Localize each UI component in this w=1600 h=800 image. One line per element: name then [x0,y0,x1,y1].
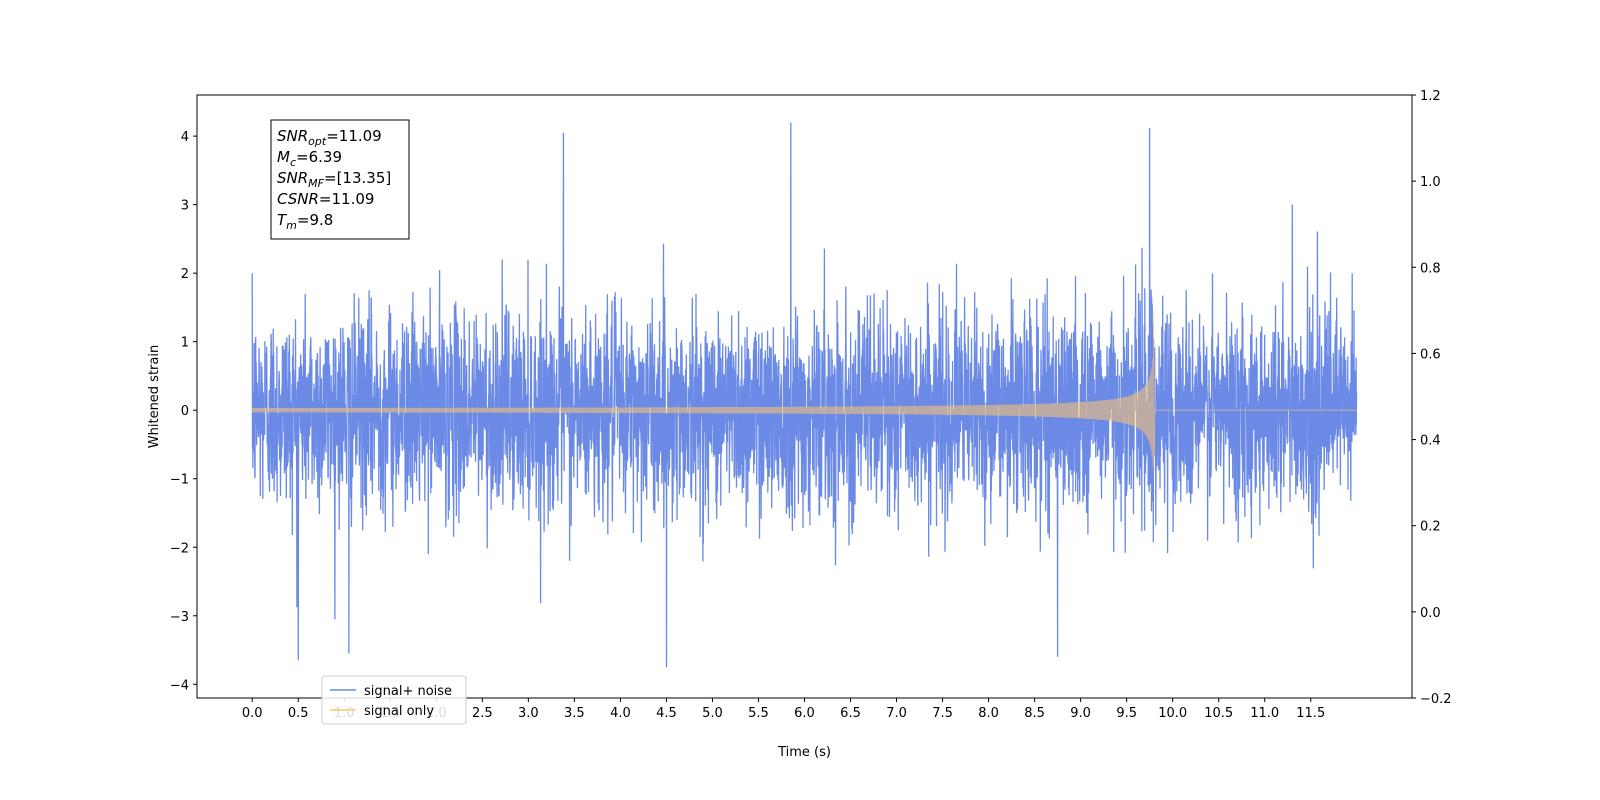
annotation-line: SNRopt=11.09 [277,127,382,148]
y-tick-label: 1 [181,336,189,351]
signal-noise-line [251,122,1358,668]
x-tick-label: 0.5 [288,706,309,721]
x-tick-label: 3.0 [518,706,539,721]
annotation-value: =9.8 [297,211,333,229]
stats-annotation-box: SNRopt=11.09Mc=6.39SNRMF=[13.35]CSNR=11.… [270,119,410,240]
x-tick-label: 8.5 [1024,706,1045,721]
legend-frame [321,675,467,725]
y2-tick-label: 1.2 [1420,89,1441,104]
x-tick-label: 7.5 [932,706,953,721]
y-tick-label: 2 [181,267,189,282]
annotation-subscript: opt [308,135,327,148]
annotation-line: Tm=9.8 [277,211,333,232]
annotation-line: SNRMF=[13.35] [277,169,391,190]
y-tick-label: 0 [181,404,189,419]
annotation-subscript: c [290,156,296,169]
signal-only-series [251,310,1357,474]
x-tick-label: 4.0 [610,706,631,721]
x-tick-label: 11.0 [1250,706,1279,721]
annotation-symbol: SNR [277,169,308,187]
x-tick-label: 10.5 [1204,706,1233,721]
x-tick-label: 0.0 [242,706,263,721]
y2-tick-label: 0.6 [1420,347,1441,362]
y-tick-label: −2 [170,541,189,556]
y-tick-label: −4 [170,678,189,693]
annotation-value: =11.09 [319,190,375,208]
signal-noise-series [251,122,1358,668]
legend-label: signal+ noise [364,684,452,699]
y2-tick-label: −0.2 [1420,692,1452,707]
annotation-subscript: MF [308,177,324,190]
x-tick-label: 4.5 [656,706,677,721]
y-axis-left: −4 −3 −2 −1 0 1 2 3 4 [170,130,197,693]
x-tick-label: 8.0 [978,706,999,721]
x-tick-label: 11.5 [1296,706,1325,721]
y2-tick-label: 0.8 [1420,261,1441,276]
y2-tick-label: 0.0 [1420,606,1441,621]
y2-tick-label: 0.2 [1420,520,1441,535]
x-tick-label: 3.5 [564,706,585,721]
y-tick-label: −1 [170,473,189,488]
x-tick-label: 5.0 [702,706,723,721]
x-tick-label: 9.5 [1116,706,1137,721]
y-tick-label: 3 [181,199,189,214]
annotation-symbol: T [277,211,288,229]
legend-label: signal only [364,704,434,719]
annotation-symbol: M [277,148,290,166]
annotation-line: CSNR=11.09 [277,190,374,208]
annotation-value: =[13.35] [324,169,391,187]
annotation-value: =11.09 [326,127,382,145]
x-axis-label: Time (s) [777,745,831,760]
y2-tick-label: 0.4 [1420,434,1441,449]
annotation-value: =6.39 [296,148,342,166]
x-tick-label: 6.0 [794,706,815,721]
x-tick-label: 9.0 [1070,706,1091,721]
y-axis-right: −0.2 0.0 0.2 0.4 0.6 0.8 1.0 1.2 [1412,89,1452,707]
x-tick-label: 6.5 [840,706,861,721]
annotation-symbol: CSNR [277,190,319,208]
annotation-frame [270,119,410,240]
annotation-line: Mc=6.39 [277,148,342,169]
legend: signal+ noise signal only [321,675,467,725]
y2-tick-label: 1.0 [1420,175,1441,190]
x-tick-label: 5.5 [748,706,769,721]
x-tick-label: 2.5 [472,706,493,721]
signal-only-line [251,310,1357,474]
y-tick-label: 4 [181,130,189,145]
annotation-subscript: m [286,219,297,232]
y-axis-label: Whitened strain [147,345,162,448]
y-tick-label: −3 [170,610,189,625]
annotation-symbol: SNR [277,127,308,145]
x-tick-label: 10.0 [1158,706,1187,721]
x-tick-label: 7.0 [886,706,907,721]
